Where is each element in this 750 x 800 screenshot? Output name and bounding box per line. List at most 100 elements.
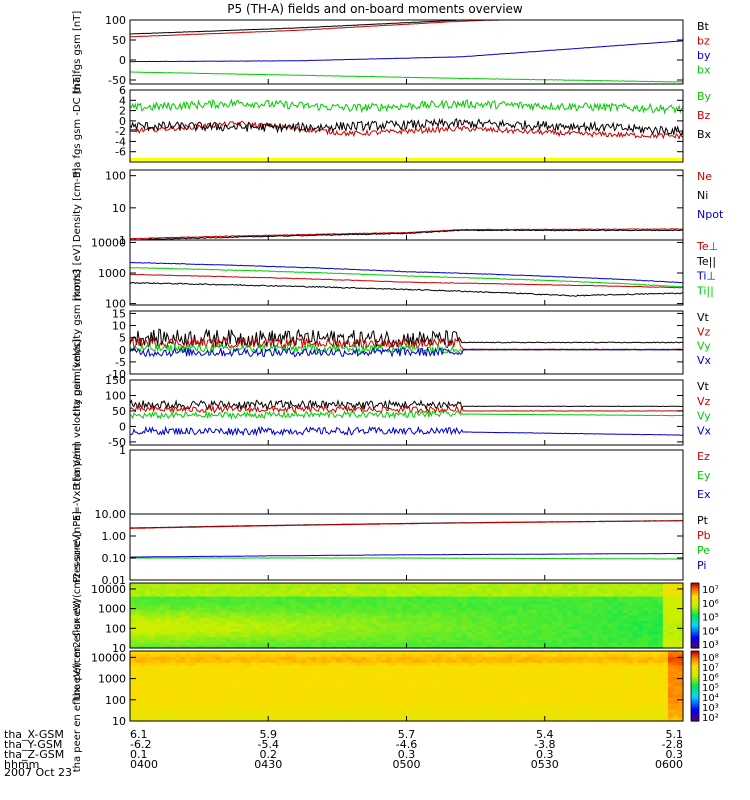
legend-label-Te⊥: Te⊥ [696,240,718,253]
legend-label-Pi: Pi [697,559,706,572]
legend-label-Ey: Ey [697,469,711,482]
colorbar-9 [690,582,700,649]
x-tick-hhmm: 0400 [130,758,158,771]
y-tick-label: 0.01 [102,574,127,587]
x-tick-hhmm: 0500 [393,758,421,771]
y-tick-label: 10 [112,320,126,333]
figure-title: P5 (TH-A) fields and on-board moments ov… [227,2,523,16]
colorbar-tick-label: 10⁵ [702,613,719,624]
y-tick-label: -4 [115,135,126,148]
y-tick-label: 50 [112,34,126,47]
y-axis-label: Density [cm-3] [72,168,83,242]
y-tick-label: 100 [105,694,126,707]
y-tick-label: -50 [108,436,126,449]
legend-label-Vz: Vz [697,325,711,338]
panel-2 [129,89,684,163]
legend-label-Ex: Ex [697,488,711,501]
y-tick-label: 2 [119,105,126,118]
y-tick-label: 0 [119,115,126,128]
x-tick-y-gsm: -6.2 [130,738,151,751]
legend-label-Bz: Bz [697,109,711,122]
y-tick-label: 10000 [91,236,126,249]
series-line-Ti⊥ [130,261,683,284]
y-tick-label: 1.00 [102,530,127,543]
legend-label-Vx: Vx [697,424,712,437]
panel-6 [129,379,684,446]
panel-3 [129,169,684,241]
legend-label-by: by [697,49,711,62]
y-tick-label: 10000 [91,583,126,596]
x-tick-y-gsm: -2.8 [662,738,683,751]
legend-label-By: By [697,90,712,103]
x-tick-x-gsm: 5.1 [666,728,684,741]
y-tick-label: 0.10 [102,552,127,565]
y-tick-label: -50 [108,74,126,87]
series-line-Ne [130,228,683,240]
legend-label-Vy: Vy [697,340,711,353]
legend-label-Bt: Bt [697,20,710,33]
colorbar-tick-label: 10² [702,713,719,724]
x-tick-y-gsm: -4.6 [396,738,417,751]
colorbar-tick-label: 10⁴ [702,626,719,637]
legend-label-Npot: Npot [697,208,724,221]
legend-label-Ne: Ne [697,170,712,183]
y-tick-label: 1 [119,444,126,457]
y-tick-label: 100 [105,298,126,311]
y-tick-label: 10000 [91,651,126,664]
x-tick-z-gsm: 0.3 [398,748,416,761]
y-tick-label: 1000 [98,603,126,616]
legend-label-bx: bx [697,64,711,77]
series-line-Bt [130,20,483,35]
y-tick-label: -10 [108,368,126,381]
legend-label-Vy: Vy [697,410,711,423]
legend-label-bz: bz [697,35,710,48]
y-tick-label: 10 [112,642,126,655]
series-line-Te⊥ [130,273,683,289]
x-row-label: tha_Y-GSM [4,738,62,751]
x-tick-hhmm: 0600 [655,758,683,771]
colorbar-tick-label: 10⁶ [702,599,719,610]
legend-label-Pt: Pt [697,514,709,527]
series-line-Vz [130,404,683,414]
legend-label-Pe: Pe [697,544,710,557]
y-tick-label: -2 [115,125,126,138]
panel-frame [129,449,684,515]
panel-7 [129,449,684,515]
legend-label-Bx: Bx [697,128,712,141]
series-line-By [130,98,683,115]
x-tick-z-gsm: 0.2 [260,748,278,761]
y-tick-label: 0 [119,344,126,357]
y-tick-label: 10.00 [95,508,127,521]
y-axis-label: E=-VxB [mV/m] [72,443,83,521]
y-tick-label: 15 [112,307,126,320]
y-tick-label: 0 [119,420,126,433]
series-line-Vt [130,399,683,411]
y-tick-label: 1 [119,234,126,247]
y-tick-label: 100 [105,389,126,402]
legend-label-Ni: Ni [697,189,708,202]
x-tick-z-gsm: 0.3 [536,748,554,761]
panel-1 [129,19,684,85]
series-line-bx [130,71,683,83]
panel-5 [129,310,684,375]
panel-frame [129,19,684,85]
y-axis-label: tha peim velocity gsm [km/s] [72,339,83,486]
y-tick-label: 5 [119,332,126,345]
legend-label-Vz: Vz [697,395,711,408]
series-line-Ti|| [130,266,683,288]
series-line-Vy [130,409,683,421]
x-tick-x-gsm: 5.4 [536,728,554,741]
x-tick-hhmm: 0430 [254,758,282,771]
panel-4 [129,239,684,306]
y-axis-label: tha fgs gsm -DC [nT] [72,74,83,178]
date-label: 2007 Oct 23 [4,766,73,779]
y-axis-label: Pressure [nPa] [72,511,83,583]
y-tick-label: 100 [105,622,126,635]
x-tick-hhmm: 0530 [531,758,559,771]
y-axis-label: mom3 [eV] [72,244,83,300]
colorbar-tick-label: 10³ [702,640,719,651]
y-axis-label: tha peim velocity gsm [km/s] [72,269,83,416]
x-tick-x-gsm: 5.9 [260,728,278,741]
series-line-by [130,40,683,63]
